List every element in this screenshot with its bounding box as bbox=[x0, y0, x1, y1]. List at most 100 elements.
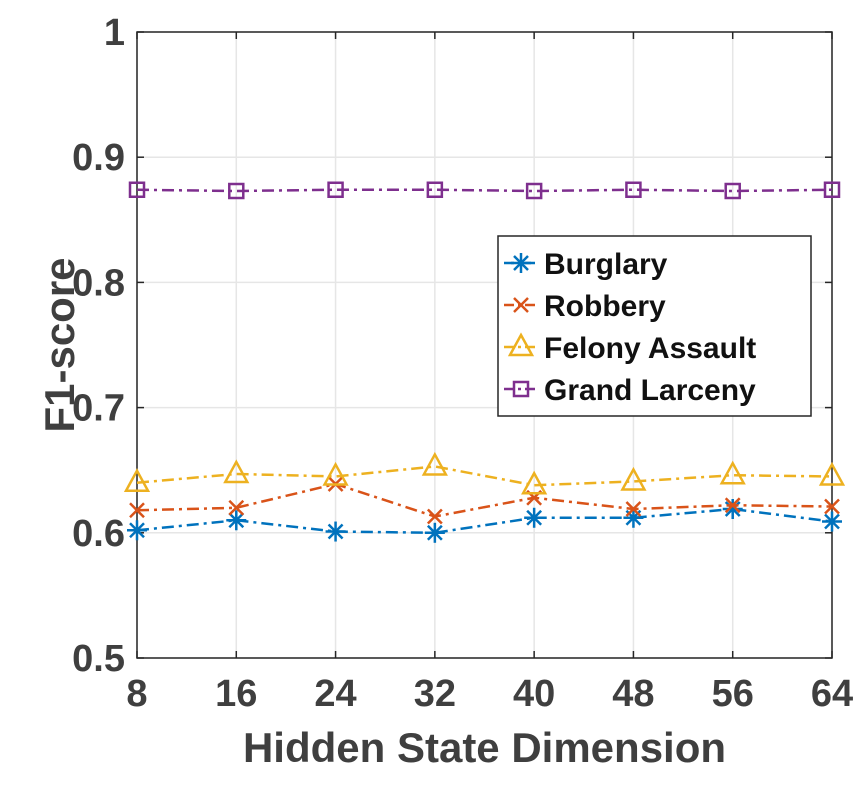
series-line-robbery bbox=[136, 482, 833, 518]
marker-stroke bbox=[513, 255, 529, 271]
marker-stroke bbox=[824, 513, 840, 530]
legend-label: Felony Assault bbox=[544, 332, 756, 365]
legend-item-grand-larceny: Grand Larceny bbox=[504, 374, 756, 407]
marker-shape bbox=[421, 451, 448, 476]
y-tick-label: 0.6 bbox=[72, 513, 125, 555]
marker-stroke bbox=[824, 498, 840, 515]
legend-item-robbery: Robbery bbox=[504, 290, 666, 323]
legend-marker bbox=[513, 297, 529, 313]
data-point-felony-assault bbox=[818, 461, 846, 486]
x-tick-label: 56 bbox=[712, 673, 754, 715]
legend-marker bbox=[507, 332, 535, 357]
marker-stroke bbox=[526, 509, 543, 526]
marker-shape bbox=[521, 470, 548, 495]
y-tick-label: 0.5 bbox=[72, 638, 125, 680]
series-grand-larceny bbox=[128, 181, 841, 200]
marker-stroke bbox=[129, 502, 145, 519]
marker-stroke bbox=[228, 512, 245, 529]
data-point-felony-assault bbox=[421, 451, 448, 476]
tick-marks bbox=[136, 31, 833, 659]
data-point-felony-assault bbox=[521, 470, 548, 495]
legend-item-felony-assault: Felony Assault bbox=[504, 332, 756, 365]
marker-shape bbox=[724, 182, 741, 200]
series-line-grand-larceny bbox=[136, 188, 833, 193]
legend-label: Robbery bbox=[544, 290, 666, 323]
data-point-felony-assault bbox=[719, 460, 746, 485]
data-point-robbery bbox=[625, 501, 642, 517]
marker-stroke bbox=[129, 522, 145, 539]
data-point-grand-larceny bbox=[426, 181, 444, 199]
marker-stroke bbox=[625, 501, 642, 517]
data-point-robbery bbox=[724, 497, 741, 514]
marker-shape bbox=[823, 181, 841, 199]
marker-shape bbox=[322, 461, 349, 486]
marker-shape bbox=[223, 459, 250, 484]
marker-shape bbox=[620, 466, 647, 491]
data-point-grand-larceny bbox=[525, 182, 543, 200]
data-point-robbery bbox=[129, 502, 145, 519]
data-point-burglary bbox=[822, 511, 842, 532]
series-felony-assault bbox=[123, 451, 846, 495]
series-line-felony-assault bbox=[136, 465, 833, 487]
y-axis-label: F1-score bbox=[36, 257, 83, 432]
marker-stroke bbox=[724, 497, 741, 514]
plot-area-frame bbox=[136, 31, 833, 659]
x-tick-label: 64 bbox=[811, 673, 853, 715]
marker-stroke bbox=[513, 297, 529, 313]
y-tick-labels: 0.5 0.6 0.7 0.8 0.9 1 bbox=[72, 12, 125, 680]
legend-marker bbox=[511, 253, 531, 273]
data-point-grand-larceny bbox=[228, 182, 245, 200]
series-layer bbox=[123, 181, 846, 543]
legend-item-burglary: Burglary bbox=[504, 248, 668, 281]
marker-shape bbox=[512, 380, 530, 398]
data-point-robbery bbox=[824, 498, 840, 515]
y-tick-label: 0.9 bbox=[72, 137, 125, 179]
data-point-robbery bbox=[228, 499, 245, 516]
data-point-felony-assault bbox=[223, 459, 250, 484]
data-point-burglary bbox=[226, 510, 247, 531]
marker-stroke bbox=[426, 524, 443, 541]
legend-label: Burglary bbox=[544, 248, 668, 281]
data-point-burglary bbox=[127, 520, 147, 541]
x-tick-label: 40 bbox=[513, 673, 555, 715]
legend-marker bbox=[512, 380, 530, 398]
data-point-grand-larceny bbox=[128, 181, 146, 199]
marker-shape bbox=[507, 332, 535, 357]
marker-stroke bbox=[327, 523, 344, 540]
marker-shape bbox=[426, 181, 444, 199]
data-point-felony-assault bbox=[123, 468, 151, 492]
legend-label: Grand Larceny bbox=[544, 374, 756, 407]
data-point-grand-larceny bbox=[327, 181, 344, 199]
y-tick-label: 0.7 bbox=[72, 388, 125, 430]
data-point-burglary bbox=[524, 507, 545, 528]
legend-box bbox=[497, 235, 812, 417]
marker-shape bbox=[525, 182, 543, 200]
data-point-burglary bbox=[325, 521, 346, 542]
marker-shape bbox=[228, 182, 245, 200]
x-tick-label: 8 bbox=[126, 673, 147, 715]
x-tick-labels: 8 16 24 32 40 48 56 64 bbox=[126, 673, 853, 715]
data-point-robbery bbox=[426, 508, 443, 525]
data-point-burglary bbox=[722, 499, 743, 520]
marker-shape bbox=[719, 460, 746, 485]
series-line-burglary bbox=[136, 507, 833, 535]
marker-shape bbox=[327, 181, 344, 199]
marker-shape bbox=[128, 181, 146, 199]
data-point-felony-assault bbox=[322, 461, 349, 486]
marker-shape bbox=[123, 468, 151, 492]
x-tick-label: 32 bbox=[414, 673, 456, 715]
data-point-grand-larceny bbox=[724, 182, 741, 200]
x-axis-label: Hidden State Dimension bbox=[243, 724, 726, 771]
data-point-felony-assault bbox=[620, 466, 647, 491]
marker-stroke bbox=[228, 499, 245, 516]
x-tick-label: 48 bbox=[612, 673, 654, 715]
x-tick-label: 24 bbox=[314, 673, 356, 715]
marker-shape bbox=[625, 181, 642, 199]
legend: Burglary Robbery Felony Assault Grand Larce… bbox=[497, 235, 812, 417]
marker-stroke bbox=[426, 508, 443, 525]
data-point-grand-larceny bbox=[625, 181, 642, 199]
data-point-grand-larceny bbox=[823, 181, 841, 199]
y-tick-label: 0.8 bbox=[72, 262, 125, 304]
